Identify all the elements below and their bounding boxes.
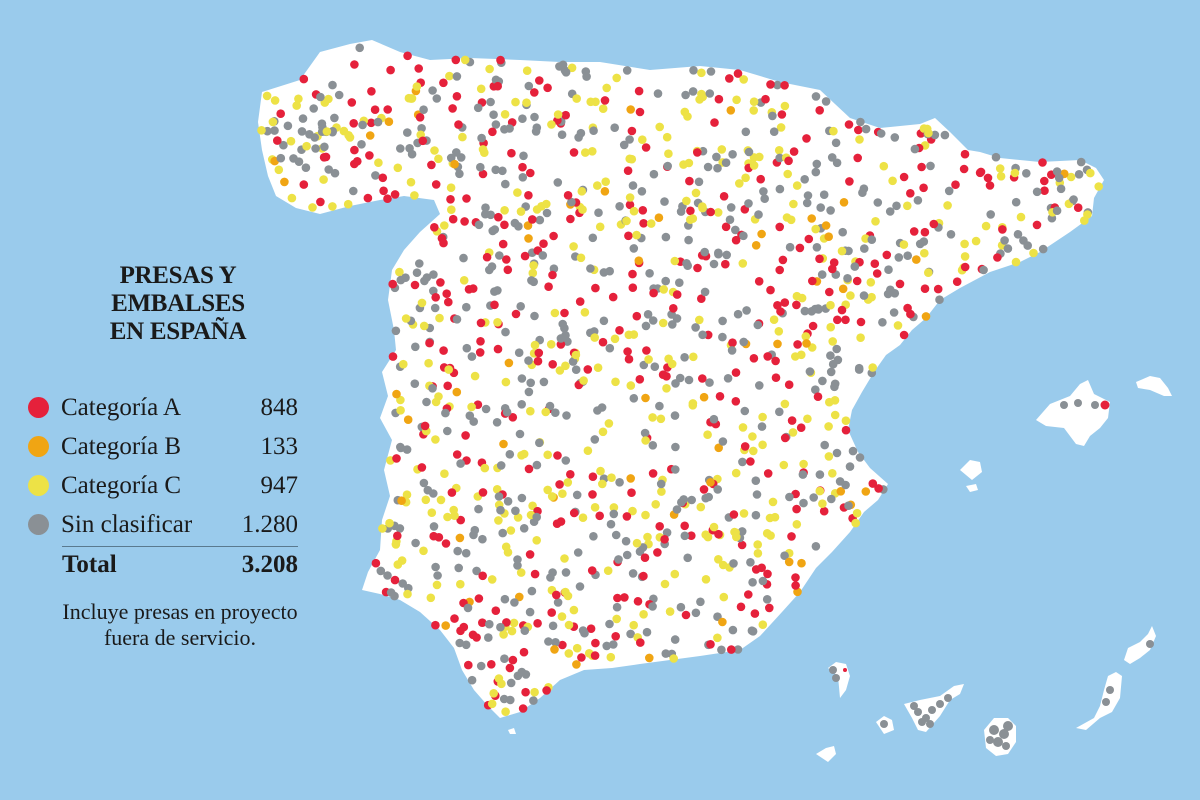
- legend-label: Categoría B: [61, 432, 182, 460]
- legend-label: Categoría A: [61, 393, 182, 421]
- legend-row-category-a: Categoría A 848: [28, 388, 298, 427]
- canary-dam-dots: [829, 399, 1154, 750]
- fuerteventura-shape: [1076, 672, 1122, 730]
- title-line-2: EMBALSES: [111, 290, 245, 317]
- legend-value: 133: [260, 432, 299, 460]
- dam-dots-layer: [257, 43, 1103, 716]
- legend-row-category-c: Categoría C 947: [28, 466, 298, 505]
- yellow-dot-icon: [28, 475, 49, 496]
- total-label: Total: [62, 551, 117, 578]
- gray-dot-icon: [28, 514, 49, 535]
- legend-label: Sin clasificar: [61, 510, 193, 538]
- alboran-islet-shape: [508, 728, 516, 734]
- legend-row-category-b: Categoría B 133: [28, 427, 298, 466]
- legend-row-unclassified: Sin clasificar 1.280: [28, 505, 298, 544]
- el-hierro-shape: [816, 746, 836, 762]
- mallorca-shape: [1036, 380, 1110, 446]
- legend-value: 947: [260, 471, 299, 499]
- map-title: PRESAS Y EMBALSES EN ESPAÑA: [58, 262, 298, 346]
- legend-label: Categoría C: [61, 471, 182, 499]
- legend-rows: Categoría A 848 Categoría B 133 Categorí…: [28, 388, 298, 544]
- total-value: 3.208: [241, 551, 298, 578]
- red-dot-icon: [28, 397, 49, 418]
- ibiza-shape: [960, 460, 982, 480]
- legend-panel: PRESAS Y EMBALSES EN ESPAÑA Categoría A …: [28, 262, 298, 651]
- legend-value: 848: [260, 393, 299, 421]
- formentera-shape: [966, 484, 978, 492]
- orange-dot-icon: [28, 436, 49, 457]
- title-line-1: PRESAS Y: [119, 262, 237, 289]
- lanzarote-shape: [1124, 626, 1156, 664]
- title-line-3: EN ESPAÑA: [109, 318, 247, 345]
- legend-note: Incluye presas en proyecto fuera de serv…: [62, 599, 298, 650]
- legend-value: 1.280: [241, 510, 298, 538]
- menorca-shape: [1136, 376, 1172, 396]
- legend-total-row: Total 3.208: [62, 546, 298, 579]
